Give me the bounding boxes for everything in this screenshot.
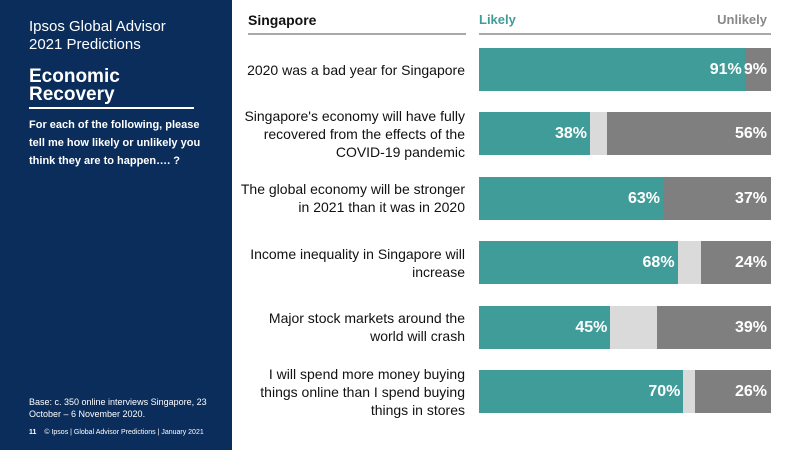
base-note: Base: c. 350 online interviews Singapore… [29, 397, 207, 419]
statement-label: Singapore's economy will have fully reco… [244, 107, 465, 160]
bar-likely [479, 241, 678, 285]
footer-text: © Ipsos | Global Advisor Predictions | J… [44, 429, 204, 436]
value-label-likely: 38% [554, 125, 587, 143]
sidebar-panel: Ipsos Global Advisor 2021 Predictions Ec… [0, 0, 232, 450]
value-label-unlikely: 24% [734, 254, 767, 272]
value-label-unlikely: 26% [734, 383, 767, 400]
value-label-unlikely: 56% [734, 125, 767, 143]
statement-label: Major stock markets around the world wil… [268, 310, 465, 345]
value-label-unlikely: 9% [743, 61, 767, 78]
survey-question: For each of the following, please tell m… [29, 119, 201, 167]
bar-neutral [610, 305, 658, 349]
value-label-likely: 70% [648, 383, 681, 400]
bar-unlikely [744, 48, 771, 91]
bar-unlikely [657, 305, 771, 349]
section-title: Economic Recovery [29, 66, 120, 105]
brand-line-1: Ipsos Global Advisor [29, 18, 166, 35]
value-label-likely: 68% [642, 254, 675, 272]
statement-label: Income inequality in Singapore will incr… [250, 245, 465, 280]
brand-title: Ipsos Global Advisor 2021 Predictions [29, 18, 166, 54]
bar-neutral [589, 112, 608, 156]
stacked-bar-chart: 91% 9% 38% 56% 63% 37% 68% 24% 45% 39% 70% 26% [479, 0, 771, 450]
header-rule-right [479, 33, 771, 35]
page-number: 11 [29, 429, 37, 436]
bar-likely [479, 305, 611, 349]
bar-unlikely [695, 370, 771, 413]
statement-label: 2020 was a bad year for Singapore [247, 61, 465, 78]
legend-likely: Likely [479, 12, 516, 27]
value-label-likely: 45% [575, 318, 608, 336]
statement-label: I will spend more money buying things on… [260, 365, 465, 418]
title-divider [29, 107, 194, 109]
bar-likely [479, 176, 663, 220]
bar-neutral [677, 241, 701, 285]
country-label: Singapore [248, 12, 317, 28]
header-rule-left [248, 33, 466, 35]
statement-label: The global economy will be stronger in 2… [240, 181, 465, 216]
legend-unlikely: Unlikely [717, 12, 767, 27]
bar-likely [479, 112, 590, 156]
bar-unlikely [662, 176, 771, 220]
footer: 11 © Ipsos | Global Advisor Predictions … [29, 428, 204, 437]
brand-line-2: 2021 Predictions [29, 36, 141, 53]
bar-unlikely [700, 241, 771, 285]
bar-unlikely [607, 112, 771, 156]
value-label-likely: 63% [627, 189, 660, 207]
value-label-unlikely: 39% [734, 318, 767, 336]
bar-likely [479, 48, 745, 91]
value-label-unlikely: 37% [734, 189, 767, 207]
bar-likely [479, 370, 684, 413]
value-label-likely: 91% [709, 61, 742, 78]
bar-neutral [683, 370, 696, 413]
